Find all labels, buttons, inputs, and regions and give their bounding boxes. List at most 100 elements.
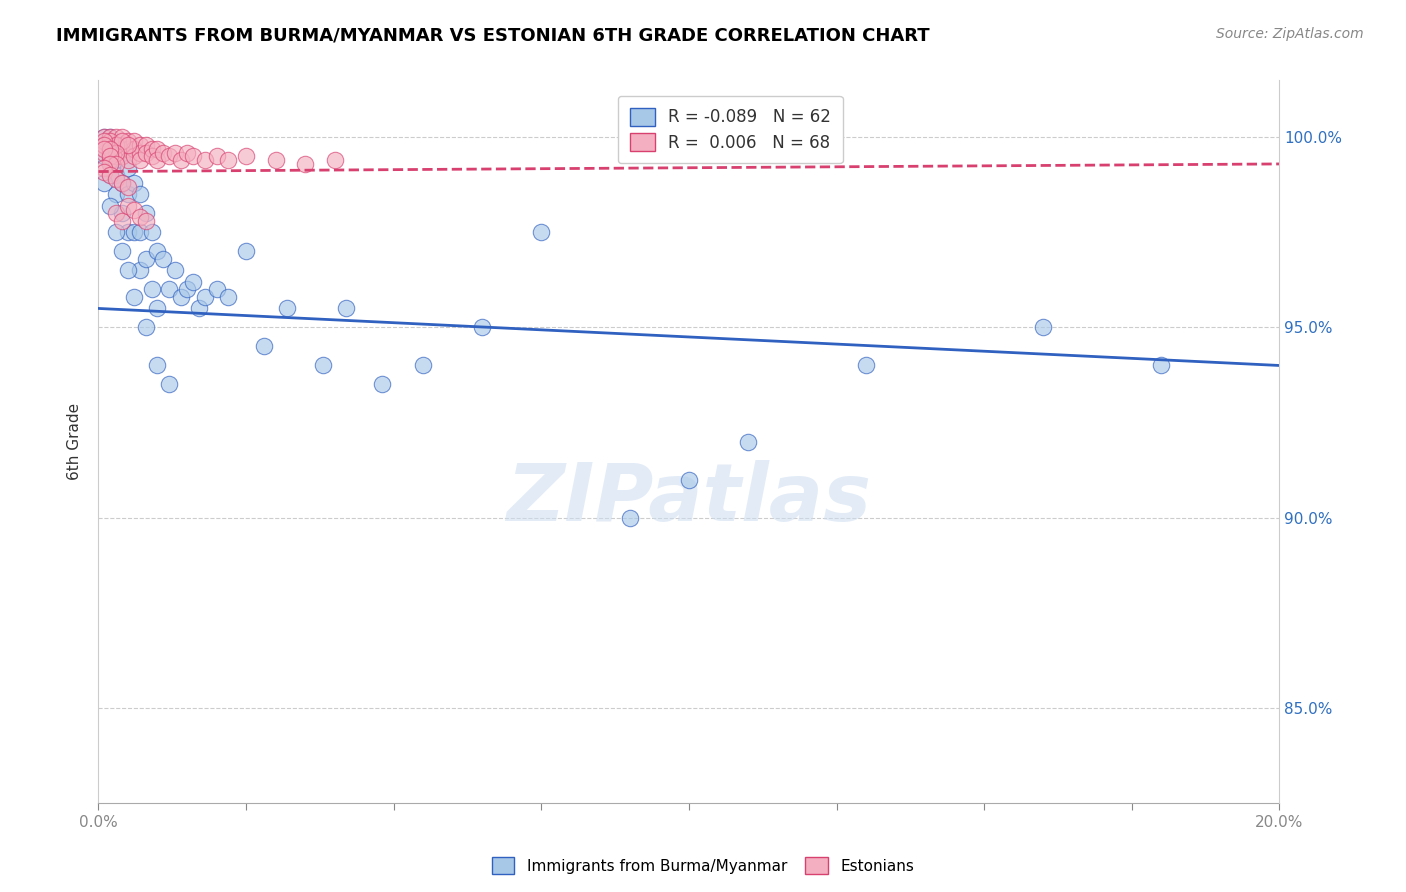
Point: [157, 149, 180, 163]
Point: [93, 145, 115, 160]
Point: [323, 153, 346, 168]
Point: [128, 145, 150, 160]
Point: [117, 226, 139, 240]
Point: [678, 473, 700, 487]
Point: [98, 145, 121, 160]
Point: [98, 142, 121, 156]
Point: [737, 434, 759, 449]
Point: [111, 214, 134, 228]
Point: [111, 244, 134, 259]
Point: [93, 137, 115, 152]
Point: [135, 145, 157, 160]
Point: [187, 301, 209, 316]
Point: [165, 263, 187, 277]
Point: [105, 153, 128, 168]
Point: [170, 153, 193, 168]
Point: [181, 275, 204, 289]
Point: [111, 134, 134, 148]
Point: [111, 137, 134, 152]
Point: [105, 172, 128, 186]
Point: [98, 157, 121, 171]
Point: [135, 137, 157, 152]
Point: [105, 145, 128, 160]
Point: [128, 153, 150, 168]
Point: [128, 226, 150, 240]
Point: [93, 176, 115, 190]
Point: [176, 145, 198, 160]
Point: [98, 169, 121, 183]
Point: [98, 130, 121, 145]
Point: [165, 145, 187, 160]
Text: IMMIGRANTS FROM BURMA/MYANMAR VS ESTONIAN 6TH GRADE CORRELATION CHART: IMMIGRANTS FROM BURMA/MYANMAR VS ESTONIA…: [56, 27, 929, 45]
Point: [117, 134, 139, 148]
Point: [98, 153, 121, 168]
Point: [117, 153, 139, 168]
Point: [117, 187, 139, 202]
Point: [105, 137, 128, 152]
Point: [98, 142, 121, 156]
Point: [157, 377, 180, 392]
Point: [105, 149, 128, 163]
Point: [141, 142, 163, 156]
Point: [855, 359, 877, 373]
Point: [98, 199, 121, 213]
Point: [128, 137, 150, 152]
Point: [117, 161, 139, 175]
Point: [122, 176, 145, 190]
Point: [128, 263, 150, 277]
Point: [135, 214, 157, 228]
Point: [146, 142, 169, 156]
Point: [111, 206, 134, 220]
Point: [205, 282, 228, 296]
Point: [93, 142, 115, 156]
Point: [135, 252, 157, 266]
Point: [176, 282, 198, 296]
Point: [105, 187, 128, 202]
Point: [111, 149, 134, 163]
Point: [335, 301, 357, 316]
Point: [128, 187, 150, 202]
Point: [253, 339, 276, 353]
Point: [117, 199, 139, 213]
Point: [146, 301, 169, 316]
Point: [111, 149, 134, 163]
Y-axis label: 6th Grade: 6th Grade: [67, 403, 83, 480]
Point: [111, 130, 134, 145]
Text: Source: ZipAtlas.com: Source: ZipAtlas.com: [1216, 27, 1364, 41]
Point: [98, 130, 121, 145]
Point: [1032, 320, 1054, 334]
Point: [530, 226, 553, 240]
Point: [170, 290, 193, 304]
Point: [117, 263, 139, 277]
Point: [111, 176, 134, 190]
Point: [619, 510, 641, 524]
Point: [371, 377, 394, 392]
Point: [105, 206, 128, 220]
Point: [93, 134, 115, 148]
Point: [117, 142, 139, 156]
Point: [135, 320, 157, 334]
Point: [181, 149, 204, 163]
Point: [152, 145, 174, 160]
Point: [135, 206, 157, 220]
Point: [146, 244, 169, 259]
Point: [111, 142, 134, 156]
Legend: Immigrants from Burma/Myanmar, Estonians: Immigrants from Burma/Myanmar, Estonians: [485, 851, 921, 880]
Point: [141, 282, 163, 296]
Point: [264, 153, 287, 168]
Point: [105, 169, 128, 183]
Text: ZIPatlas: ZIPatlas: [506, 460, 872, 539]
Point: [122, 202, 145, 217]
Point: [98, 157, 121, 171]
Point: [111, 176, 134, 190]
Point: [98, 134, 121, 148]
Point: [93, 164, 115, 178]
Point: [205, 149, 228, 163]
Point: [105, 157, 128, 171]
Point: [117, 137, 139, 152]
Point: [98, 149, 121, 163]
Point: [93, 149, 115, 163]
Point: [1150, 359, 1173, 373]
Point: [105, 130, 128, 145]
Point: [105, 142, 128, 156]
